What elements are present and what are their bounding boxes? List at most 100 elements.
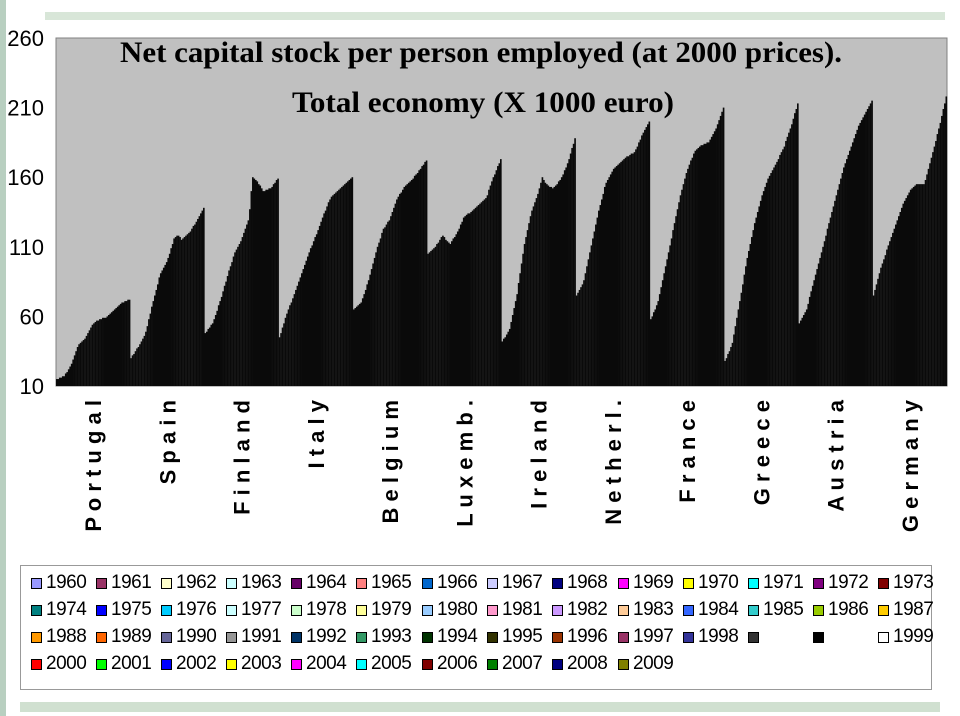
bar	[886, 249, 888, 386]
bar	[596, 217, 599, 386]
bar	[523, 244, 526, 386]
bar	[96, 320, 98, 386]
legend-entry: 1985	[748, 599, 804, 621]
legend-entry: 1963	[226, 572, 282, 594]
bar	[376, 246, 379, 386]
bar	[296, 285, 299, 386]
bar	[727, 353, 729, 386]
bar	[125, 301, 128, 386]
bar	[470, 212, 472, 386]
legend-swatch	[226, 658, 237, 670]
bar	[205, 331, 208, 386]
legend-entry: 2001	[96, 653, 152, 675]
bar	[456, 231, 459, 386]
country-label: G r e e c e	[749, 400, 774, 505]
bar	[350, 178, 352, 386]
bar	[675, 216, 677, 386]
bar	[923, 184, 925, 386]
bar	[862, 117, 864, 386]
bar	[740, 292, 743, 386]
legend-label: 1974	[46, 599, 87, 620]
bar	[522, 253, 524, 386]
bar	[379, 238, 382, 386]
bar	[292, 298, 294, 386]
bar	[602, 193, 605, 386]
bar	[113, 309, 116, 386]
bar	[159, 273, 162, 386]
bar	[666, 259, 668, 386]
bar	[186, 234, 189, 386]
bar	[431, 249, 434, 386]
bar	[116, 306, 119, 386]
chart-canvas: 260 210 160 110 60 10 P o r t u g a l S p a i …	[7, 26, 948, 532]
bar	[848, 150, 851, 386]
bar	[789, 128, 792, 387]
legend-swatch	[161, 631, 172, 643]
legend-entry: 1972	[813, 572, 869, 594]
bar	[719, 115, 722, 386]
bar	[902, 203, 905, 386]
bar	[550, 186, 553, 386]
bar	[156, 284, 159, 386]
bar	[67, 369, 70, 386]
bar	[853, 138, 856, 386]
bar	[241, 237, 244, 386]
bar	[630, 153, 633, 386]
bar	[746, 257, 749, 386]
bar	[189, 231, 192, 386]
bar	[921, 184, 924, 386]
bar	[268, 188, 270, 386]
bar	[320, 221, 322, 386]
bar	[682, 184, 685, 386]
bar	[540, 182, 542, 386]
bar	[694, 150, 697, 386]
bar	[246, 224, 248, 386]
bar	[60, 377, 63, 386]
slide-frame-bottom	[20, 702, 940, 712]
bar	[767, 178, 769, 386]
bar	[474, 207, 477, 386]
bar	[697, 147, 700, 386]
bar	[247, 220, 250, 386]
bar	[856, 129, 859, 386]
bar	[185, 235, 187, 386]
bar	[428, 252, 431, 386]
bar	[687, 168, 689, 386]
bar	[609, 174, 612, 386]
legend-label: 2002	[176, 653, 217, 674]
bar	[61, 376, 64, 386]
bar	[252, 177, 254, 386]
bar	[461, 221, 464, 386]
legend-entry: 1970	[683, 572, 739, 594]
bar	[437, 242, 440, 386]
y-tick-label: 260	[7, 26, 44, 51]
bar	[877, 278, 879, 386]
bar	[834, 200, 836, 386]
legend-swatch	[96, 577, 107, 589]
bar	[439, 239, 441, 386]
legend-label: 1995	[502, 626, 543, 647]
bar	[822, 246, 824, 386]
bar	[416, 173, 419, 386]
bar	[480, 202, 483, 386]
bar	[213, 319, 216, 386]
bar	[761, 195, 764, 386]
legend-swatch	[618, 631, 629, 643]
bar	[857, 125, 860, 386]
bar	[779, 154, 781, 386]
bar	[106, 316, 109, 386]
legend-label: 1980	[437, 599, 478, 620]
bar	[477, 205, 480, 386]
bar	[330, 196, 333, 386]
bar	[572, 143, 575, 386]
legend-swatch	[422, 604, 433, 616]
bar	[699, 146, 701, 386]
legend-swatch	[291, 577, 302, 589]
bar	[893, 228, 896, 386]
bar	[753, 223, 756, 386]
bar	[299, 277, 302, 386]
bar	[612, 168, 615, 386]
country-label: F r a n c e	[675, 400, 700, 503]
bar	[648, 121, 651, 387]
bar	[563, 170, 566, 386]
